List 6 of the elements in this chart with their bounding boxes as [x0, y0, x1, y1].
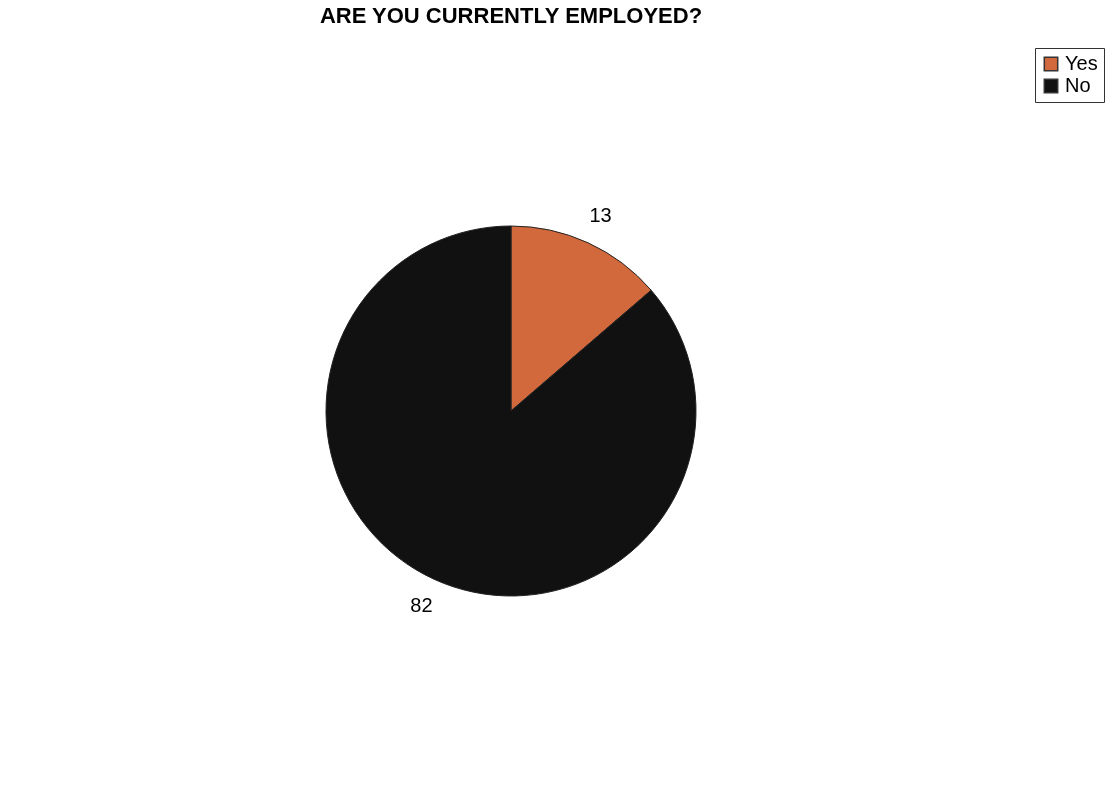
- chart-title: ARE YOU CURRENTLY EMPLOYED?: [319, 3, 703, 28]
- legend-label: No: [1065, 74, 1091, 96]
- data-label: 82: [410, 594, 433, 617]
- legend-label: Yes: [1065, 52, 1098, 74]
- pie-slice: [325, 225, 697, 597]
- data-label: 13: [589, 203, 612, 226]
